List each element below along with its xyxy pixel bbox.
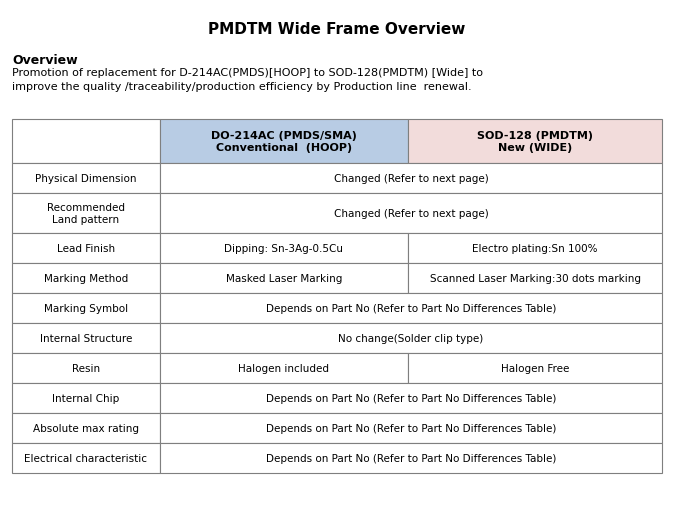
Bar <box>12 413 160 443</box>
Bar <box>160 354 408 383</box>
Bar <box>160 443 662 473</box>
Bar <box>12 383 160 413</box>
Text: Lead Finish: Lead Finish <box>57 243 115 254</box>
Text: Masked Laser Marking: Masked Laser Marking <box>226 274 342 283</box>
Bar <box>160 264 408 293</box>
Text: Promotion of replacement for D-214AC(PMDS)[HOOP] to SOD-128(PMDTM) [Wide] to
imp: Promotion of replacement for D-214AC(PMD… <box>12 68 483 92</box>
Bar <box>408 264 662 293</box>
Text: Changed (Refer to next page): Changed (Refer to next page) <box>334 174 489 184</box>
Bar <box>12 233 160 264</box>
Text: DO-214AC (PMDS/SMA)
Conventional  (HOOP): DO-214AC (PMDS/SMA) Conventional (HOOP) <box>211 131 357 153</box>
Bar <box>160 164 662 193</box>
Text: Resin: Resin <box>72 363 100 373</box>
Bar <box>12 354 160 383</box>
Bar <box>408 120 662 164</box>
Text: Depends on Part No (Refer to Part No Differences Table): Depends on Part No (Refer to Part No Dif… <box>266 423 556 433</box>
Bar <box>408 233 662 264</box>
Text: Internal Structure: Internal Structure <box>40 333 132 343</box>
Text: No change(Solder clip type): No change(Solder clip type) <box>338 333 484 343</box>
Text: Absolute max rating: Absolute max rating <box>33 423 139 433</box>
Text: Depends on Part No (Refer to Part No Differences Table): Depends on Part No (Refer to Part No Dif… <box>266 453 556 463</box>
Text: Marking Symbol: Marking Symbol <box>44 304 128 314</box>
Text: Internal Chip: Internal Chip <box>53 393 119 403</box>
Bar <box>408 354 662 383</box>
Bar <box>12 264 160 293</box>
Text: PMDTM Wide Frame Overview: PMDTM Wide Frame Overview <box>208 22 466 37</box>
Text: Halogen included: Halogen included <box>239 363 330 373</box>
Bar <box>12 193 160 233</box>
Bar <box>160 193 662 233</box>
Text: Changed (Refer to next page): Changed (Refer to next page) <box>334 209 489 219</box>
Bar <box>12 443 160 473</box>
Text: SOD-128 (PMDTM)
New (WIDE): SOD-128 (PMDTM) New (WIDE) <box>477 131 593 153</box>
Text: Dipping: Sn-3Ag-0.5Cu: Dipping: Sn-3Ag-0.5Cu <box>224 243 344 254</box>
Text: Physical Dimension: Physical Dimension <box>35 174 137 184</box>
Text: Overview: Overview <box>12 54 78 67</box>
Text: Depends on Part No (Refer to Part No Differences Table): Depends on Part No (Refer to Part No Dif… <box>266 393 556 403</box>
Text: Electrical characteristic: Electrical characteristic <box>24 453 148 463</box>
Bar <box>12 293 160 323</box>
Text: Scanned Laser Marking:30 dots marking: Scanned Laser Marking:30 dots marking <box>429 274 640 283</box>
Bar <box>12 323 160 353</box>
Bar <box>160 293 662 323</box>
Bar <box>12 120 160 164</box>
Bar <box>160 383 662 413</box>
Bar <box>160 233 408 264</box>
Bar <box>160 413 662 443</box>
Text: Depends on Part No (Refer to Part No Differences Table): Depends on Part No (Refer to Part No Dif… <box>266 304 556 314</box>
Bar <box>160 120 408 164</box>
Bar <box>160 323 662 353</box>
Text: Marking Method: Marking Method <box>44 274 128 283</box>
Text: Halogen Free: Halogen Free <box>501 363 569 373</box>
Text: Recommended
Land pattern: Recommended Land pattern <box>47 203 125 224</box>
Bar <box>12 164 160 193</box>
Text: Electro plating:Sn 100%: Electro plating:Sn 100% <box>472 243 598 254</box>
